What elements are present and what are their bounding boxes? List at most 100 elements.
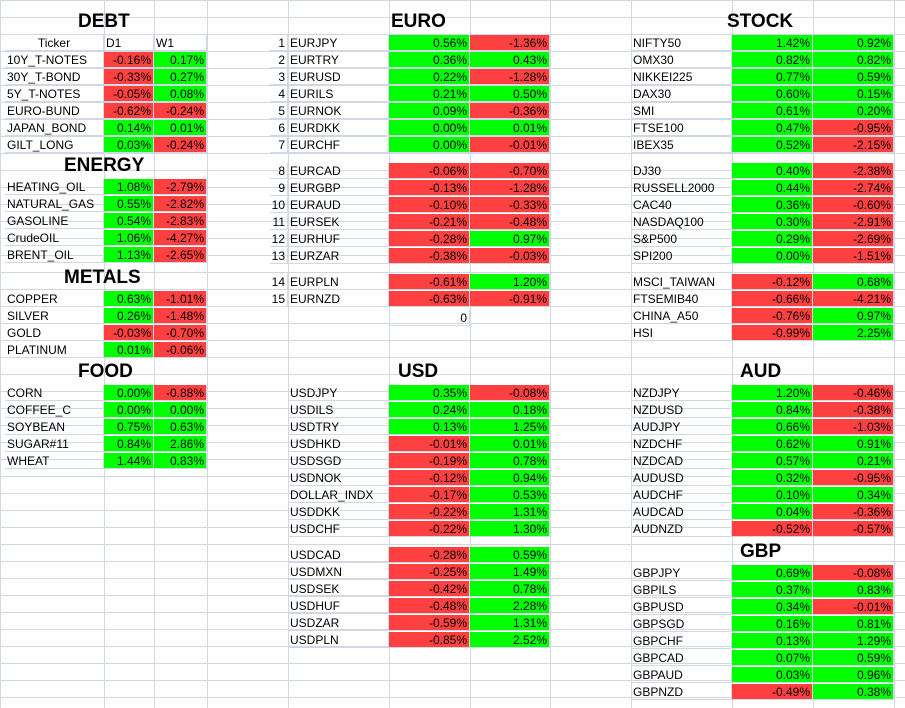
gbp-w1-value: -0.01%	[813, 599, 894, 615]
euro-ticker: EURGBP	[288, 180, 389, 196]
energy-d1-value: 1.08%	[104, 179, 154, 195]
stock-ticker: SPI200	[631, 248, 732, 264]
usd-d1-value: -0.22%	[389, 504, 470, 520]
usd-w1-value: 2.52%	[470, 632, 550, 648]
usd-ticker: USDHKD	[288, 436, 389, 452]
metals-w1-value: -1.48%	[154, 308, 207, 324]
stock-ticker: SMI	[631, 103, 732, 119]
energy-d1-value: 1.06%	[104, 230, 154, 246]
euro-row-index: 11	[270, 214, 288, 230]
euro-w1-value: 0.43%	[470, 52, 550, 68]
aud-w1-value: -0.95%	[813, 470, 894, 486]
stock-w1-value: 0.92%	[813, 35, 894, 51]
aud-ticker: AUDCHF	[631, 487, 732, 503]
stock-ticker: FTSEMIB40	[631, 291, 732, 307]
euro-d1-value: -0.28%	[389, 231, 470, 247]
usd-d1-value: -0.85%	[389, 632, 470, 648]
usd-ticker: USDCHF	[288, 521, 389, 537]
stock-w1-value: 0.68%	[813, 274, 894, 290]
euro-w1-value: -0.33%	[470, 197, 550, 213]
euro-row-index: 6	[270, 120, 288, 136]
euro-ticker: EURSEK	[288, 214, 389, 230]
aud-w1-value: 0.91%	[813, 436, 894, 452]
grid-line	[631, 0, 632, 708]
euro-w1-value: -0.36%	[470, 103, 550, 119]
stock-d1-value: -0.99%	[732, 325, 813, 341]
gbp-ticker: GBPUSD	[631, 599, 732, 615]
usd-ticker: USDZAR	[288, 615, 389, 631]
metals-ticker: PLATINUM	[5, 342, 104, 358]
euro-row-index: 7	[270, 137, 288, 153]
column-header-d1: D1	[104, 35, 154, 51]
debt-d1-value: 0.03%	[104, 137, 154, 153]
stock-w1-value: 2.25%	[813, 325, 894, 341]
usd-ticker: USDTRY	[288, 419, 389, 435]
section-header-food: FOOD	[78, 361, 133, 382]
food-w1-value: 0.00%	[154, 402, 207, 418]
euro-w1-value: -0.03%	[470, 248, 550, 264]
usd-d1-value: -0.25%	[389, 564, 470, 580]
euro-d1-value: 0.22%	[389, 69, 470, 85]
usd-d1-value: -0.12%	[389, 470, 470, 486]
euro-ticker: EURUSD	[288, 69, 389, 85]
usd-d1-value: -0.19%	[389, 453, 470, 469]
gbp-d1-value: 0.37%	[732, 582, 813, 598]
food-w1-value: 0.63%	[154, 419, 207, 435]
usd-w1-value: 1.25%	[470, 419, 550, 435]
usd-ticker: USDSGD	[288, 453, 389, 469]
euro-d1-value: -0.06%	[389, 163, 470, 179]
food-d1-value: 1.44%	[104, 453, 154, 469]
euro-row-index: 14	[270, 274, 288, 290]
stock-ticker: CAC40	[631, 197, 732, 213]
stock-d1-value: 0.30%	[732, 214, 813, 230]
stock-ticker: RUSSELL2000	[631, 180, 732, 196]
euro-d1-value: -0.13%	[389, 180, 470, 196]
euro-d1-value: -0.38%	[389, 248, 470, 264]
euro-ticker: EURCHF	[288, 137, 389, 153]
section-header-aud: AUD	[740, 361, 782, 382]
food-ticker: COFFEE_C	[5, 402, 104, 418]
usd-d1-value: 0.35%	[389, 385, 470, 401]
euro-d1-value: -0.21%	[389, 214, 470, 230]
section-header-usd: USD	[398, 361, 439, 382]
euro-w1-value: -1.36%	[470, 35, 550, 51]
metals-d1-value: -0.03%	[104, 325, 154, 341]
energy-ticker: GASOLINE	[5, 213, 104, 229]
stock-d1-value: -0.12%	[732, 274, 813, 290]
debt-d1-value: -0.62%	[104, 103, 154, 119]
stock-w1-value: 0.15%	[813, 86, 894, 102]
euro-ticker: EURPLN	[288, 274, 389, 290]
euro-d1-value: -0.63%	[389, 291, 470, 307]
column-header-ticker: Ticker	[5, 35, 104, 51]
debt-ticker: JAPAN_BOND	[5, 120, 104, 136]
gbp-w1-value: 0.38%	[813, 684, 894, 700]
metals-ticker: SILVER	[5, 308, 104, 324]
grid-line	[288, 0, 289, 708]
euro-row-index: 13	[270, 248, 288, 264]
section-header-metals: METALS	[64, 267, 141, 288]
stock-ticker: NIFTY50	[631, 35, 732, 51]
food-w1-value: -0.88%	[154, 385, 207, 401]
euro-w1-value: -1.28%	[470, 180, 550, 196]
gbp-d1-value: 0.69%	[732, 565, 813, 581]
aud-d1-value: 0.84%	[732, 402, 813, 418]
usd-w1-value: 1.31%	[470, 504, 550, 520]
grid-line	[207, 0, 208, 708]
usd-d1-value: -0.42%	[389, 581, 470, 597]
gbp-ticker: GBPILS	[631, 582, 732, 598]
euro-row-index: 1	[270, 35, 288, 51]
aud-w1-value: 0.34%	[813, 487, 894, 503]
debt-w1-value: -0.24%	[154, 103, 207, 119]
usd-w1-value: 0.18%	[470, 402, 550, 418]
energy-d1-value: 1.13%	[104, 247, 154, 263]
section-header-debt: DEBT	[78, 11, 130, 32]
euro-row-index: 5	[270, 103, 288, 119]
euro-d1-value: 0.21%	[389, 86, 470, 102]
euro-w1-value: 1.20%	[470, 274, 550, 290]
euro-w1-value: 0.50%	[470, 86, 550, 102]
section-header-stock: STOCK	[727, 11, 794, 32]
gbp-ticker: GBPNZD	[631, 684, 732, 700]
euro-row-index: 2	[270, 52, 288, 68]
stock-ticker: MSCI_TAIWAN	[631, 274, 732, 290]
metals-ticker: GOLD	[5, 325, 104, 341]
